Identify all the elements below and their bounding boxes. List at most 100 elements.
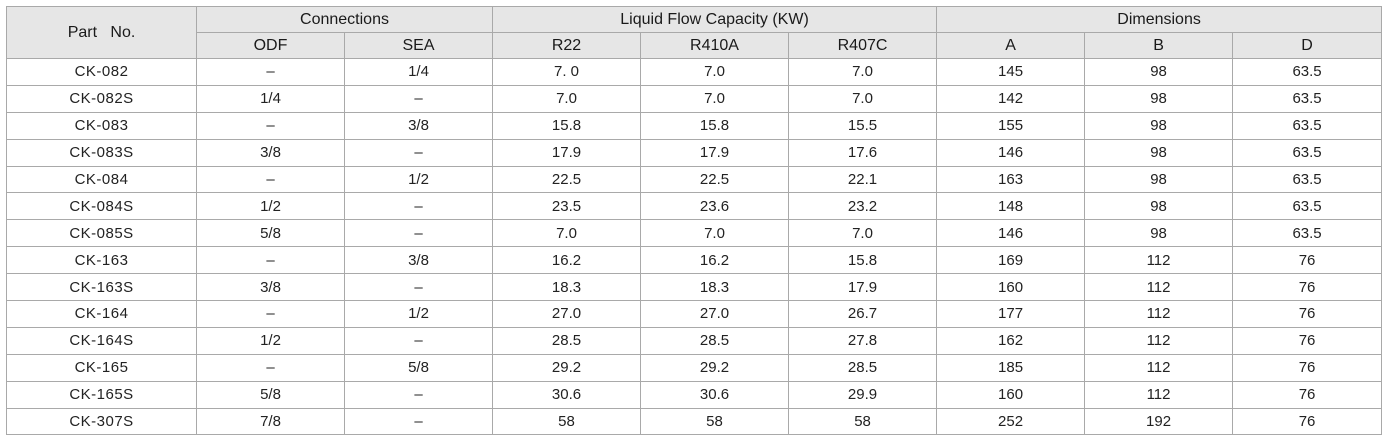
cell-dim-d: 63.5 — [1232, 192, 1383, 221]
cell-r407c: 15.5 — [788, 111, 938, 140]
cell-dim-b: 112 — [1084, 380, 1234, 409]
cell-r410a: 30.6 — [640, 380, 790, 409]
cell-r22: 18.3 — [492, 273, 642, 302]
cell-r410a: 7.0 — [640, 58, 790, 86]
table-row: CK-084S 1/2–23.5 23.6 23.2 148 98 63.5 — [6, 192, 1383, 221]
cell-r407c: 23.2 — [788, 192, 938, 221]
cell-dim-b: 112 — [1084, 273, 1234, 302]
cell-dim-d: 76 — [1232, 353, 1383, 382]
cell-dim-d: 76 — [1232, 273, 1383, 302]
header-part-no: Part No. — [6, 6, 197, 59]
cell-r407c: 7.0 — [788, 58, 938, 86]
cell-odf: 7/8 — [196, 407, 345, 436]
cell-r407c: 28.5 — [788, 353, 938, 382]
cell-dim-a: 185 — [936, 353, 1086, 382]
cell-odf: – — [196, 300, 345, 328]
cell-odf: 1/2 — [196, 326, 345, 355]
cell-r22: 16.2 — [492, 246, 642, 275]
cell-sea: 5/8 — [343, 353, 494, 382]
cell-r22: 29.2 — [492, 353, 642, 382]
cell-dim-d: 63.5 — [1232, 219, 1383, 248]
cell-part-no: CK-163 — [6, 246, 197, 275]
cell-dim-a: 146 — [936, 219, 1086, 248]
table-row: CK-082S 1/4–7.0 7.0 7.0 142 98 63.5 — [6, 84, 1383, 113]
cell-r22: 7.0 — [492, 84, 642, 113]
header-dimensions: Dimensions — [936, 6, 1383, 33]
cell-r22: 17.9 — [492, 138, 642, 167]
cell-dim-a: 160 — [936, 273, 1086, 302]
table-row: CK-085S 5/8–7.0 7.0 7.0 146 98 63.5 — [6, 219, 1383, 248]
cell-odf: 1/2 — [196, 192, 345, 221]
table-row: CK-083–3/8 15.8 15.8 15.5 155 98 63.5 — [6, 111, 1383, 140]
cell-r410a: 7.0 — [640, 84, 790, 113]
cell-odf: – — [196, 58, 345, 86]
cell-dim-a: 155 — [936, 111, 1086, 140]
cell-r410a: 27.0 — [640, 300, 790, 328]
header-r22: R22 — [492, 32, 642, 59]
table-row: CK-083S 3/8–17.9 17.9 17.6 146 98 63.5 — [6, 138, 1383, 167]
cell-r407c: 17.6 — [788, 138, 938, 167]
cell-dim-d: 63.5 — [1232, 84, 1383, 113]
cell-dim-a: 162 — [936, 326, 1086, 355]
cell-dim-a: 252 — [936, 407, 1086, 436]
cell-r407c: 7.0 — [788, 84, 938, 113]
cell-dim-a: 160 — [936, 380, 1086, 409]
cell-dim-d: 63.5 — [1232, 111, 1383, 140]
cell-dim-a: 177 — [936, 300, 1086, 328]
cell-r410a: 18.3 — [640, 273, 790, 302]
spec-table: Part No. Connections Liquid Flow Capacit… — [6, 6, 1383, 436]
cell-r22: 58 — [492, 407, 642, 436]
header-b: B — [1084, 32, 1234, 59]
table-row: CK-084–1/2 22.5 22.5 22.1 163 98 63.5 — [6, 165, 1383, 194]
cell-r22: 28.5 — [492, 326, 642, 355]
cell-odf: 3/8 — [196, 138, 345, 167]
cell-r22: 22.5 — [492, 165, 642, 194]
cell-dim-d: 76 — [1232, 407, 1383, 436]
cell-r407c: 27.8 — [788, 326, 938, 355]
cell-dim-d: 63.5 — [1232, 165, 1383, 194]
cell-r407c: 7.0 — [788, 219, 938, 248]
header-odf: ODF — [196, 32, 345, 59]
cell-r410a: 16.2 — [640, 246, 790, 275]
cell-part-no: CK-164 — [6, 300, 197, 328]
cell-odf: – — [196, 246, 345, 275]
cell-r410a: 7.0 — [640, 219, 790, 248]
header-d: D — [1232, 32, 1383, 59]
cell-dim-b: 112 — [1084, 353, 1234, 382]
table-row: CK-163S 3/8–18.3 18.3 17.9 160 112 76 — [6, 273, 1383, 302]
table-row: CK-165–5/8 29.2 29.2 28.5 185 112 76 — [6, 353, 1383, 382]
cell-part-no: CK-084 — [6, 165, 197, 194]
cell-sea: – — [343, 84, 494, 113]
cell-dim-b: 98 — [1084, 138, 1234, 167]
table-row: CK-164S 1/2–28.5 28.5 27.8 162 112 76 — [6, 326, 1383, 355]
cell-sea: 3/8 — [343, 111, 494, 140]
table-row: CK-164–1/2 27.0 27.0 26.7 177 112 76 — [6, 300, 1383, 328]
header-r407c: R407C — [788, 32, 938, 59]
cell-r22: 7. 0 — [492, 58, 642, 86]
cell-dim-a: 148 — [936, 192, 1086, 221]
cell-part-no: CK-163S — [6, 273, 197, 302]
header-sea: SEA — [343, 32, 494, 59]
cell-odf: – — [196, 165, 345, 194]
cell-dim-d: 76 — [1232, 300, 1383, 328]
cell-part-no: CK-084S — [6, 192, 197, 221]
cell-dim-a: 142 — [936, 84, 1086, 113]
cell-odf: 3/8 — [196, 273, 345, 302]
cell-r410a: 23.6 — [640, 192, 790, 221]
header-liquid-flow: Liquid Flow Capacity (KW) — [492, 6, 938, 33]
cell-dim-b: 98 — [1084, 84, 1234, 113]
header-connections: Connections — [195, 6, 494, 33]
cell-part-no: CK-165 — [6, 353, 197, 382]
table-header: Part No. Connections Liquid Flow Capacit… — [6, 6, 1383, 59]
table-row: CK-165S 5/8–30.6 30.6 29.9 160 112 76 — [6, 380, 1383, 409]
spec-table-container: Part No. Connections Liquid Flow Capacit… — [6, 6, 1383, 436]
cell-dim-d: 76 — [1232, 326, 1383, 355]
cell-dim-b: 98 — [1084, 192, 1234, 221]
cell-dim-b: 98 — [1084, 165, 1234, 194]
cell-dim-d: 76 — [1232, 246, 1383, 275]
cell-odf: – — [196, 111, 345, 140]
table-row: CK-163–3/8 16.2 16.2 15.8 169 112 76 — [6, 246, 1383, 275]
cell-r22: 15.8 — [492, 111, 642, 140]
cell-r22: 27.0 — [492, 300, 642, 328]
cell-part-no: CK-085S — [6, 219, 197, 248]
